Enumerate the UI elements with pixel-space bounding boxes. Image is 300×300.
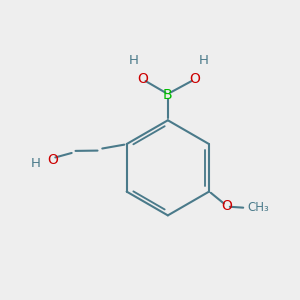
Text: O: O [137,72,148,86]
Text: H: H [199,54,208,67]
Text: O: O [47,153,58,167]
Text: O: O [221,200,232,214]
Text: B: B [163,88,172,102]
Text: H: H [129,54,139,67]
Text: H: H [31,157,40,170]
Text: O: O [189,72,200,86]
Text: CH₃: CH₃ [248,202,269,214]
